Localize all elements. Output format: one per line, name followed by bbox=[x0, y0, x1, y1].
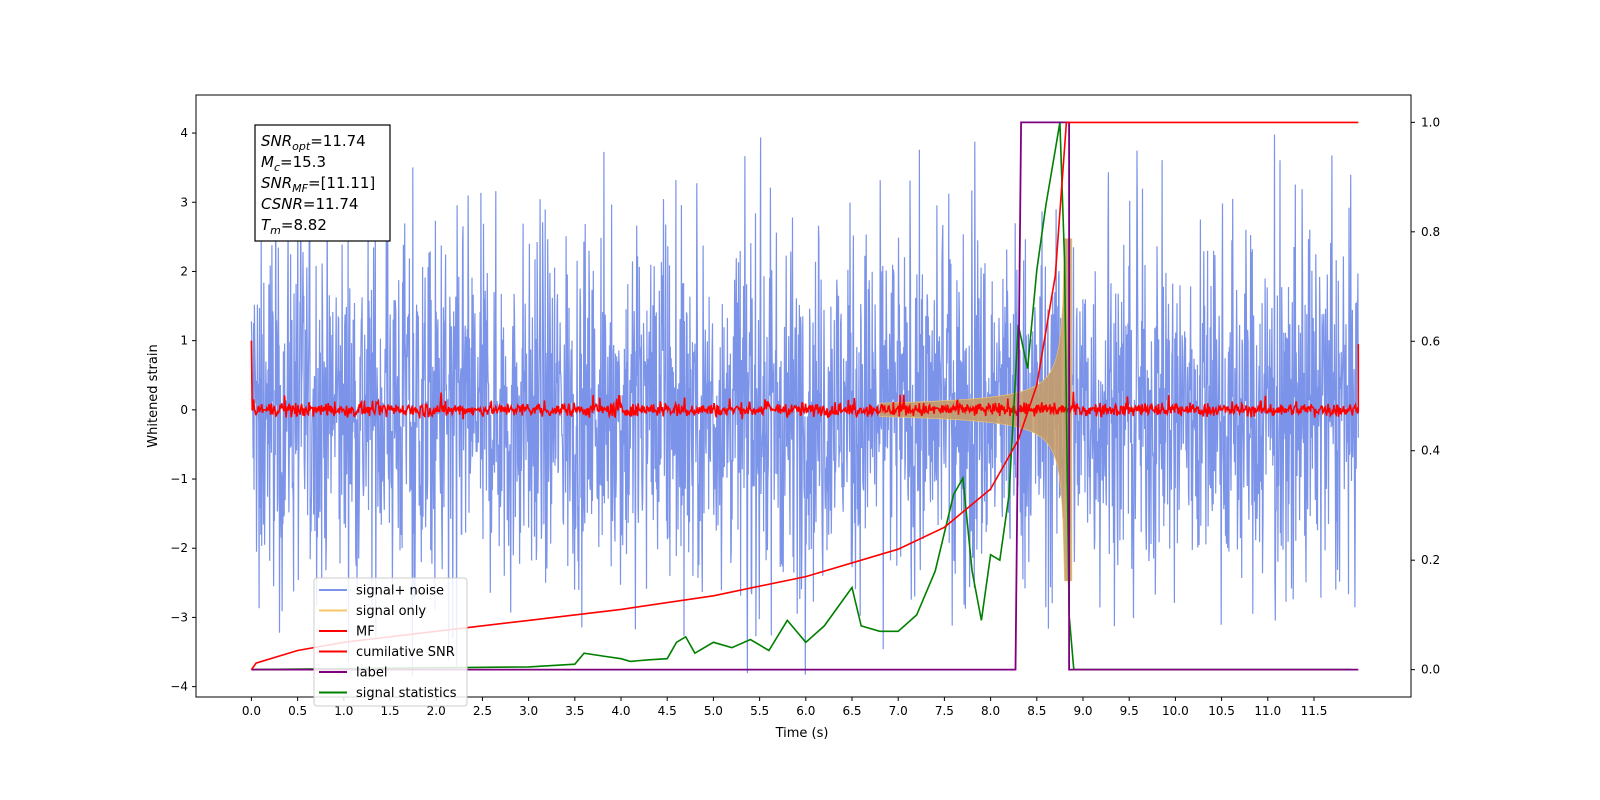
plot-frame bbox=[195, 94, 1412, 698]
annotation-line: SNRMF=[11.11] bbox=[261, 174, 375, 195]
x-tick-label: 8.5 bbox=[1027, 704, 1046, 718]
y-tick-label: 3 bbox=[180, 195, 188, 209]
x-tick-label: 8.0 bbox=[981, 704, 1000, 718]
y-right-tick-label: 0.2 bbox=[1421, 553, 1440, 567]
annotation-line: Tm=8.82 bbox=[261, 216, 327, 237]
x-tick-label: 3.0 bbox=[519, 704, 538, 718]
y-right-tick-label: 0.0 bbox=[1421, 663, 1440, 677]
y-tick-label: 0 bbox=[180, 403, 188, 417]
y-tick-label: −2 bbox=[170, 541, 188, 555]
series-label bbox=[251, 121, 1359, 671]
annotation-line: SNRopt=11.74 bbox=[261, 132, 366, 153]
y-tick-label: 2 bbox=[180, 264, 188, 278]
series-signal-statistics bbox=[251, 122, 1351, 671]
x-tick-label: 6.5 bbox=[842, 704, 861, 718]
annotation-line: Mc=15.3 bbox=[261, 153, 326, 174]
legend-label: cumilative SNR bbox=[356, 645, 455, 660]
x-tick-label: 1.0 bbox=[334, 704, 353, 718]
legend-label: signal only bbox=[356, 604, 426, 619]
annotation-frame bbox=[254, 124, 391, 242]
x-tick-label: 11.5 bbox=[1301, 704, 1328, 718]
series-mf bbox=[250, 340, 1360, 420]
y-right-tick-label: 0.4 bbox=[1421, 444, 1440, 458]
x-tick-label: 3.5 bbox=[565, 704, 584, 718]
legend-label: signal+ noise bbox=[356, 584, 444, 599]
x-tick-label: 0.0 bbox=[242, 704, 261, 718]
x-tick-label: 10.5 bbox=[1208, 704, 1235, 718]
legend-label: label bbox=[356, 666, 387, 681]
y-tick-label: 1 bbox=[180, 334, 188, 348]
x-tick-label: 11.0 bbox=[1254, 704, 1281, 718]
y-tick-label: 4 bbox=[180, 126, 188, 140]
x-tick-label: 2.5 bbox=[473, 704, 492, 718]
legend-label: signal statistics bbox=[356, 686, 457, 701]
y-right-tick-label: 0.8 bbox=[1421, 225, 1440, 239]
x-tick-label: 1.5 bbox=[380, 704, 399, 718]
x-tick-label: 4.0 bbox=[611, 704, 630, 718]
x-tick-label: 10.0 bbox=[1162, 704, 1189, 718]
y-axis-left: 4 3 2 1 0 −1 −2 −3 −4 bbox=[170, 126, 196, 694]
legend-label: MF bbox=[356, 625, 375, 640]
x-tick-label: 5.5 bbox=[750, 704, 769, 718]
x-tick-label: 9.0 bbox=[1073, 704, 1092, 718]
annotation-box: SNRopt=11.74Mc=15.3SNRMF=[11.11]CSNR=11.… bbox=[254, 124, 391, 242]
annotation-line: CSNR=11.74 bbox=[261, 195, 358, 213]
y-tick-label: −3 bbox=[170, 610, 188, 624]
x-axis: 0.0 0.5 1.0 1.5 2.0 2.5 3.0 3.5 4.0 4.5 5.0 5.5 6.0 6… bbox=[242, 697, 1327, 718]
x-tick-label: 7.5 bbox=[935, 704, 954, 718]
x-tick-label: 7.0 bbox=[889, 704, 908, 718]
x-tick-label: 5.0 bbox=[704, 704, 723, 718]
y-axis-right: 1.0 0.8 0.6 0.4 0.2 0.0 bbox=[1411, 115, 1440, 677]
y-right-tick-label: 1.0 bbox=[1421, 115, 1440, 129]
x-tick-label: 4.5 bbox=[658, 704, 677, 718]
x-tick-label: 0.5 bbox=[288, 704, 307, 718]
x-tick-label: 9.5 bbox=[1120, 704, 1139, 718]
y-tick-label: −4 bbox=[170, 680, 188, 694]
x-tick-label: 6.0 bbox=[796, 704, 815, 718]
x-axis-label: Time (s) bbox=[775, 726, 829, 741]
legend: signal+ noise signal only MF cumilative SNR… bbox=[313, 577, 468, 707]
x-tick-label: 2.0 bbox=[427, 704, 446, 718]
legend-frame bbox=[313, 577, 468, 707]
y-tick-label: −1 bbox=[170, 472, 188, 486]
y-right-tick-label: 0.6 bbox=[1421, 334, 1440, 348]
y-axis-label: Whitened strain bbox=[146, 344, 161, 447]
